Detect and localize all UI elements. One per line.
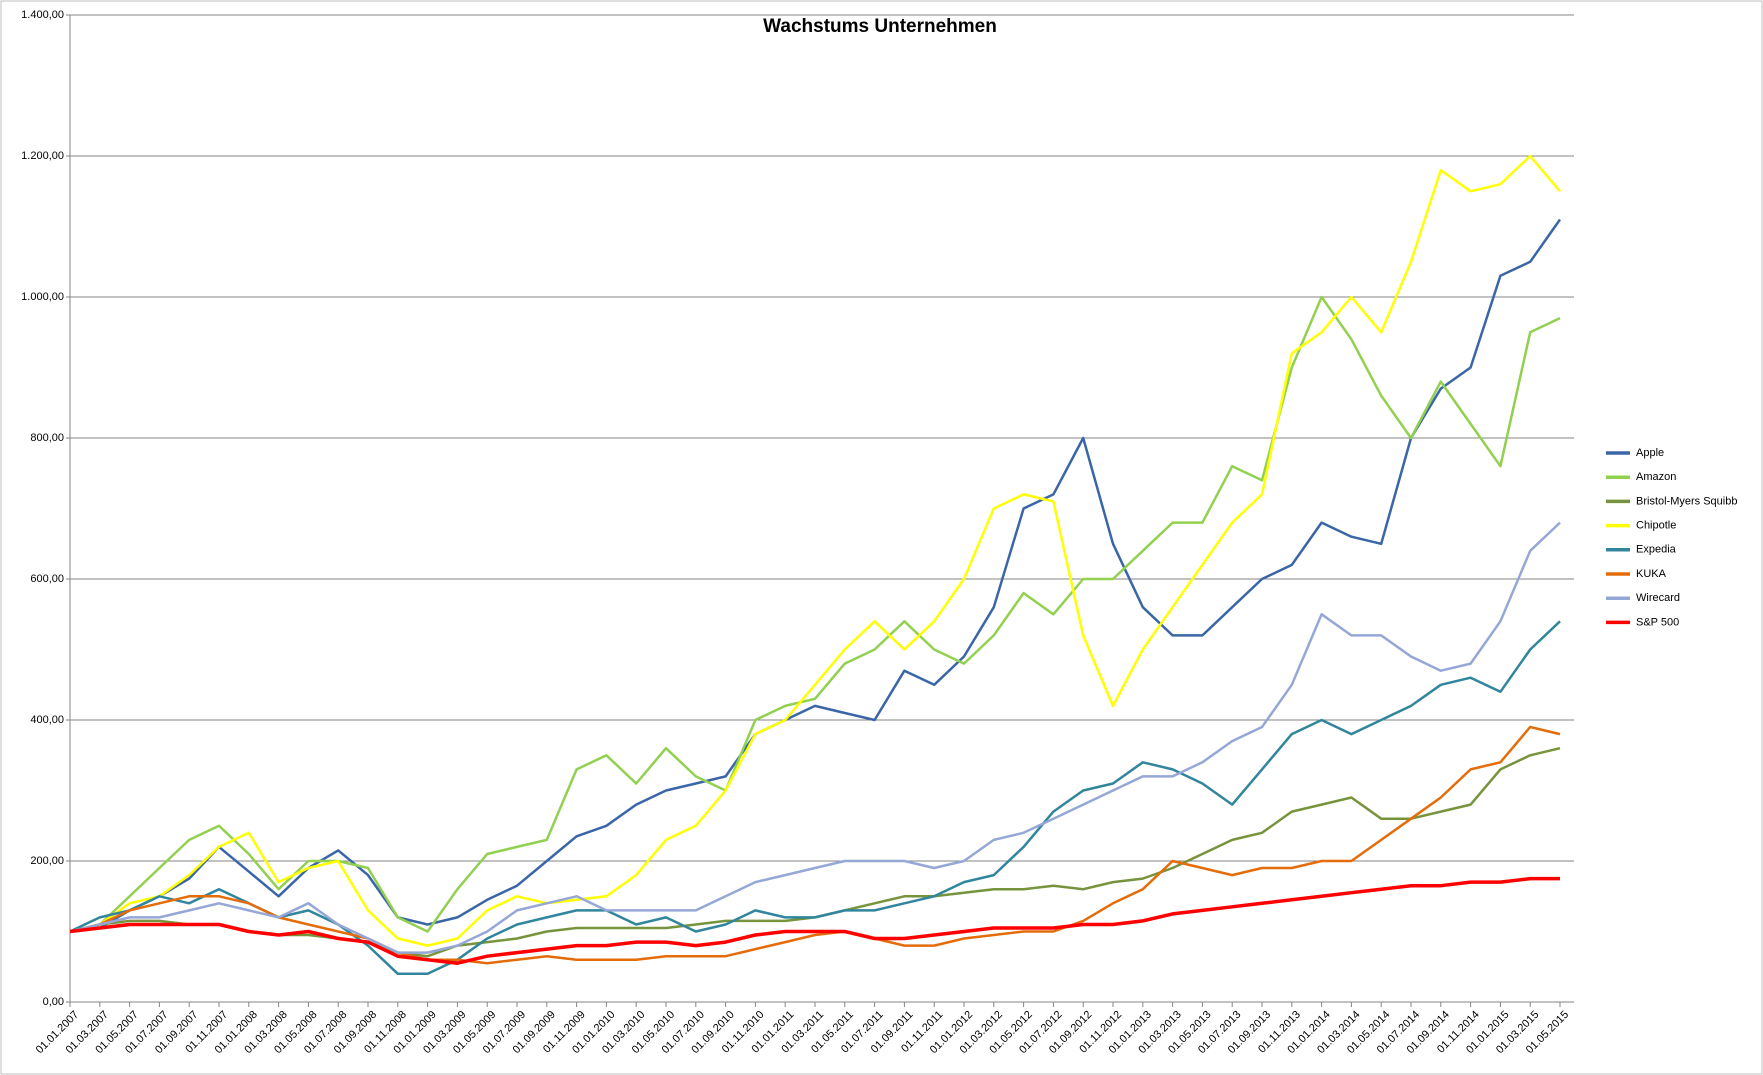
- legend-label: S&P 500: [1636, 616, 1679, 628]
- series-line: [69, 154, 1561, 947]
- series-line: [69, 876, 1560, 965]
- legend-label: Bristol-Myers Squibb: [1636, 495, 1737, 507]
- series-line: [69, 521, 1561, 954]
- legend-label: Apple: [1636, 447, 1664, 459]
- y-tick-label: 400,00: [30, 714, 64, 726]
- y-tick-label: 200,00: [30, 855, 64, 867]
- series-line: [69, 725, 1561, 965]
- y-tick-label: 1.400,00: [21, 9, 64, 21]
- y-tick-label: 800,00: [30, 432, 64, 444]
- legend-label: Expedia: [1636, 544, 1677, 556]
- chart-title: Wachstums Unternehmen: [763, 16, 997, 37]
- y-tick-label: 0,00: [43, 996, 64, 1008]
- legend-label: Amazon: [1636, 471, 1676, 483]
- legend-label: Wirecard: [1636, 592, 1680, 604]
- series-line: [69, 295, 1561, 933]
- legend-label: KUKA: [1636, 568, 1667, 580]
- y-tick-label: 1.000,00: [21, 291, 64, 303]
- legend-label: Chipotle: [1636, 520, 1676, 532]
- y-tick-label: 1.200,00: [21, 150, 64, 162]
- y-tick-label: 600,00: [30, 573, 64, 585]
- series-line: [69, 620, 1561, 976]
